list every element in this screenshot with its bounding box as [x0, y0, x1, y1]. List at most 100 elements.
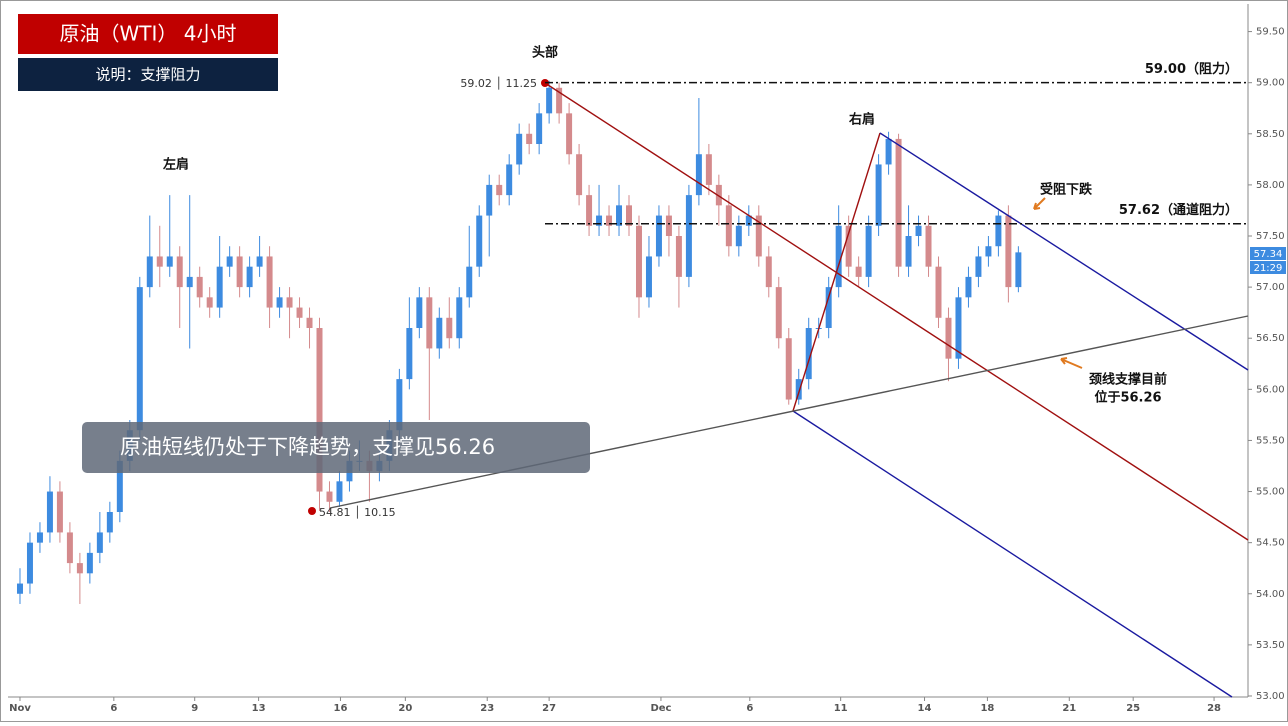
price-tag — [1250, 247, 1286, 260]
annotation: 颈线支撑目前 — [1089, 372, 1167, 388]
candle-body — [635, 225, 642, 298]
x-tick-label: 16 — [334, 703, 348, 714]
y-tick-label: 59.50 — [1256, 27, 1285, 38]
candle-body — [665, 215, 672, 237]
annotation: 左肩 — [163, 157, 189, 173]
candle-body — [116, 460, 123, 512]
candle-body — [446, 317, 453, 339]
candle-body — [905, 236, 912, 267]
x-tick-label: Dec — [650, 703, 671, 714]
candle-body — [306, 317, 313, 329]
x-tick-label: 20 — [398, 703, 412, 714]
level-label: 57.62（通道阻力） — [1119, 202, 1238, 218]
channel-line — [792, 410, 1233, 698]
candle-body — [106, 511, 113, 533]
candle-body — [705, 154, 712, 185]
y-tick-label: 55.50 — [1256, 435, 1285, 446]
candle-body — [86, 552, 93, 574]
y-tick-label: 58.00 — [1256, 180, 1285, 191]
candle-body — [675, 236, 682, 277]
y-tick-label: 57.50 — [1256, 231, 1285, 242]
y-tick-label: 53.50 — [1256, 640, 1285, 651]
countdown-tag — [1250, 261, 1286, 274]
candle-body — [36, 532, 43, 543]
candle-body — [765, 256, 772, 288]
x-tick-label: 28 — [1207, 703, 1221, 714]
candle-body — [915, 225, 922, 237]
trend-line — [544, 82, 1249, 541]
candle-body — [695, 154, 702, 196]
candle-body — [855, 266, 862, 277]
y-tick-label: 58.50 — [1256, 129, 1285, 140]
candle-body — [745, 215, 752, 226]
candle-body — [995, 215, 1002, 247]
candle-body — [566, 113, 573, 155]
candle-body — [496, 184, 503, 196]
candle-body — [1005, 215, 1012, 288]
candle-body — [755, 215, 762, 257]
candles — [16, 80, 1022, 604]
trend-line — [792, 132, 881, 412]
title-box — [18, 14, 278, 54]
candle-body — [865, 225, 872, 277]
candle-body — [296, 307, 303, 318]
x-tick-label: 6 — [110, 703, 117, 714]
point-info: 54.81 │ 10.15 — [319, 505, 396, 519]
y-tick-label: 54.00 — [1256, 589, 1285, 600]
candle-body — [236, 256, 243, 288]
candle-body — [16, 583, 23, 594]
y-tick-label: 57.00 — [1256, 282, 1285, 293]
candle-body — [835, 225, 842, 288]
x-tick-label: Nov — [9, 703, 31, 714]
banner-box — [82, 422, 590, 473]
candle-body — [186, 276, 193, 288]
x-tick-label: 9 — [191, 703, 198, 714]
candle-body — [685, 195, 692, 277]
x-tick-label: 6 — [746, 703, 753, 714]
candle-body — [655, 215, 662, 257]
candle-body — [875, 164, 882, 226]
candle-body — [166, 256, 173, 267]
y-tick-label: 54.50 — [1256, 538, 1285, 549]
candle-body — [805, 328, 812, 380]
x-tick-label: 25 — [1126, 703, 1140, 714]
annotation: 头部 — [532, 45, 558, 61]
candle-body — [546, 87, 553, 114]
candle-body — [795, 379, 802, 400]
candle-body — [26, 542, 33, 584]
x-tick-label: 21 — [1062, 703, 1076, 714]
candle-body — [626, 205, 632, 226]
y-tick-label: 56.00 — [1256, 384, 1285, 395]
candle-body — [416, 297, 423, 329]
title: 原油（WTI） 4小时 — [60, 22, 237, 46]
y-tick-label: 59.00 — [1256, 78, 1285, 89]
candle-body — [96, 532, 103, 553]
candle-body — [276, 297, 283, 308]
arrow — [1033, 197, 1046, 210]
neckline — [329, 315, 1249, 509]
candle-body — [286, 297, 293, 308]
candle-body — [735, 225, 742, 247]
candle-body — [576, 154, 583, 196]
x-tick-label: 18 — [980, 703, 994, 714]
candle-body — [156, 256, 163, 267]
subtitle-box — [18, 58, 278, 91]
candle-body — [645, 256, 652, 298]
annotation: 位于56.26 — [1094, 390, 1161, 406]
price-tag-label: 57.34 — [1254, 249, 1283, 260]
y-tick-label: 53.00 — [1256, 691, 1285, 702]
candle-body — [206, 297, 213, 308]
candle-body — [775, 287, 782, 339]
candle-body — [76, 563, 83, 574]
candle-body — [406, 328, 413, 380]
candle-body — [596, 215, 603, 226]
candle-body — [66, 532, 73, 564]
trend-lines — [308, 79, 1249, 698]
level-label: 59.00（阻力） — [1145, 61, 1238, 77]
candle-body — [885, 138, 892, 165]
candle-body — [436, 317, 443, 349]
candle-body — [46, 491, 53, 533]
candle-body — [316, 328, 323, 492]
